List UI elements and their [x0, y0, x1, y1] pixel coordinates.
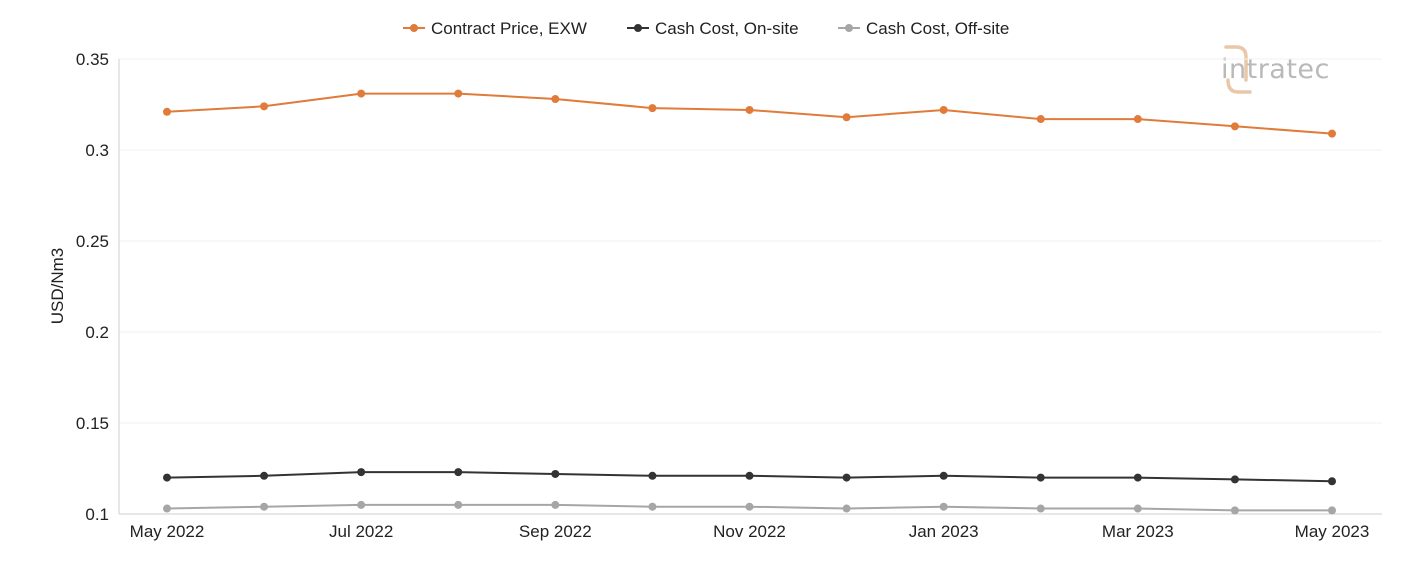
data-point — [1036, 115, 1045, 124]
y-tick-label: 0.25 — [76, 232, 109, 251]
data-point — [357, 468, 366, 477]
data-point — [551, 500, 560, 509]
data-point — [551, 95, 560, 104]
legend-label: Contract Price, EXW — [431, 19, 587, 38]
y-tick-label: 0.35 — [76, 50, 109, 69]
data-point — [939, 502, 948, 511]
x-tick-label: Sep 2022 — [519, 522, 592, 541]
data-point — [1328, 477, 1336, 486]
data-point — [648, 471, 657, 480]
data-point — [1133, 504, 1142, 513]
y-tick-label: 0.15 — [76, 414, 109, 433]
data-point — [357, 89, 366, 98]
data-point — [163, 473, 171, 482]
data-point — [1036, 504, 1045, 513]
chart-legend: Contract Price, EXW Cash Cost, On-site Cas… — [403, 19, 1009, 38]
x-tick-label: Jan 2023 — [909, 522, 979, 541]
data-point — [1230, 122, 1239, 131]
data-point — [357, 500, 366, 509]
data-point — [745, 471, 754, 480]
data-point — [842, 504, 851, 513]
x-tick-label: Mar 2023 — [1102, 522, 1174, 541]
data-point — [842, 473, 851, 482]
series-2 — [163, 468, 1336, 486]
data-point — [745, 105, 754, 114]
legend-label: Cash Cost, On-site — [655, 19, 799, 38]
intratec-logo: intratec — [1221, 45, 1329, 94]
series-1 — [163, 89, 1336, 138]
data-point — [1328, 506, 1336, 515]
gridlines — [119, 58, 1382, 424]
data-point — [1133, 115, 1142, 124]
data-point — [260, 502, 269, 511]
data-point — [1230, 506, 1239, 515]
data-point — [648, 502, 657, 511]
y-tick-label: 0.2 — [85, 323, 109, 342]
legend-swatch-marker — [845, 24, 853, 32]
data-point — [939, 105, 948, 114]
axes — [118, 59, 1382, 515]
legend-swatch-marker — [634, 24, 642, 32]
data-point — [163, 504, 171, 513]
legend-label: Cash Cost, Off-site — [866, 19, 1009, 38]
data-point — [1133, 473, 1142, 482]
data-point — [454, 500, 463, 509]
data-point — [551, 469, 560, 478]
legend-swatch-marker — [410, 24, 418, 32]
x-axis-ticks: May 2022 Jul 2022 Sep 2022 Nov 2022 Jan 2023… — [130, 522, 1370, 541]
data-series — [163, 89, 1336, 515]
legend-item: Contract Price, EXW — [403, 19, 587, 38]
data-point — [454, 468, 463, 477]
data-point — [1230, 475, 1239, 484]
y-tick-label: 0.1 — [85, 505, 109, 524]
data-point — [260, 102, 269, 111]
data-point — [745, 502, 754, 511]
x-tick-label: Nov 2022 — [713, 522, 786, 541]
x-tick-label: Jul 2022 — [329, 522, 393, 541]
x-tick-label: May 2023 — [1295, 522, 1370, 541]
data-point — [1328, 129, 1336, 138]
y-axis-title: USD/Nm3 — [48, 248, 67, 325]
data-point — [163, 107, 171, 116]
data-point — [842, 113, 851, 122]
data-point — [1036, 473, 1045, 482]
x-tick-label: May 2022 — [130, 522, 205, 541]
y-axis-ticks: 0.1 0.15 0.2 0.25 0.3 0.35 — [76, 50, 109, 524]
y-tick-label: 0.3 — [85, 141, 109, 160]
series-3 — [163, 500, 1336, 515]
legend-item: Cash Cost, On-site — [627, 19, 799, 38]
logo-swirl-icon — [1224, 45, 1252, 94]
legend-item: Cash Cost, Off-site — [838, 19, 1009, 38]
data-point — [939, 471, 948, 480]
data-point — [454, 89, 463, 98]
data-point — [260, 471, 269, 480]
data-point — [648, 104, 657, 113]
